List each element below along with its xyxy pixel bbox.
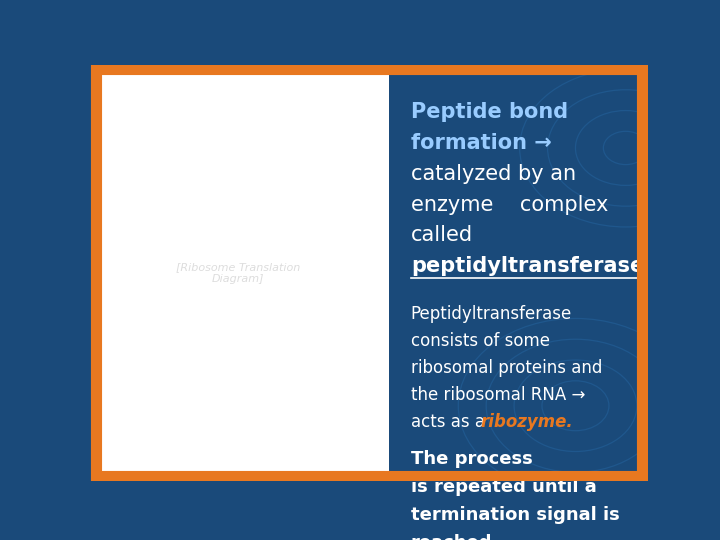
Text: [Ribosome Translation
Diagram]: [Ribosome Translation Diagram] bbox=[176, 262, 300, 284]
Text: called: called bbox=[411, 225, 473, 245]
Text: consists of some: consists of some bbox=[411, 332, 550, 350]
Text: enzyme    complex: enzyme complex bbox=[411, 194, 608, 214]
FancyBboxPatch shape bbox=[394, 73, 637, 472]
Text: reached.: reached. bbox=[411, 534, 499, 540]
Text: the ribosomal RNA →: the ribosomal RNA → bbox=[411, 386, 585, 404]
FancyBboxPatch shape bbox=[101, 73, 389, 472]
Text: Peptidyltransferase: Peptidyltransferase bbox=[411, 305, 572, 323]
Text: is repeated until a: is repeated until a bbox=[411, 478, 597, 496]
Text: The process: The process bbox=[411, 450, 533, 468]
Text: catalyzed by an: catalyzed by an bbox=[411, 164, 576, 184]
Text: ribozyme.: ribozyme. bbox=[481, 413, 573, 431]
Text: Peptide bond: Peptide bond bbox=[411, 102, 568, 122]
Text: ribosomal proteins and: ribosomal proteins and bbox=[411, 359, 602, 377]
Text: acts as a: acts as a bbox=[411, 413, 490, 431]
Text: formation →: formation → bbox=[411, 133, 552, 153]
Text: peptidyltransferase: peptidyltransferase bbox=[411, 256, 644, 276]
Text: termination signal is: termination signal is bbox=[411, 506, 620, 524]
